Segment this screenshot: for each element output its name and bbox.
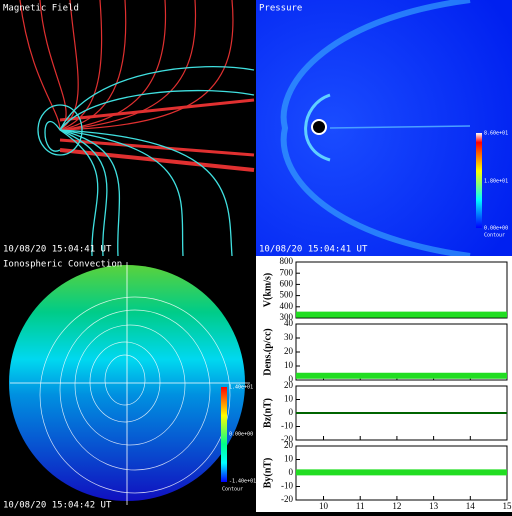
- y-tick-label: 10: [284, 454, 294, 464]
- y-axis-label: Dens.(p/cc): [262, 328, 273, 376]
- colorbar-label: -1.40e+01: [229, 479, 256, 485]
- ionosphere-panel: 1.40e+01 0.00e+00 -1.40e+01 Contour Iono…: [0, 256, 256, 512]
- panel-title: Pressure: [259, 4, 302, 14]
- y-tick-label: 400: [280, 301, 294, 311]
- pressure-panel: 8.60e+01 1.80e+01 0.00e+00 Contour Press…: [256, 0, 512, 256]
- magnetic-field-panel: Magnetic Field 10/08/20 15:04:41 UT: [0, 0, 254, 256]
- y-tick-label: 800: [280, 256, 294, 266]
- y-tick-label: 30: [284, 332, 294, 342]
- y-tick-label: 700: [280, 267, 294, 277]
- x-tick-label: 15: [503, 501, 512, 511]
- y-tick-label: 600: [280, 278, 294, 288]
- y-axis-label: Bz(nT): [262, 398, 273, 428]
- panel-title: Ionospheric Convection: [3, 260, 122, 270]
- earth: [312, 120, 326, 134]
- y-tick-label: -10: [281, 481, 293, 491]
- timestamp: 10/08/20 15:04:41 UT: [3, 245, 112, 255]
- y-tick-label: 20: [284, 440, 294, 450]
- plot-frame: [296, 262, 507, 318]
- colorbar-label: 1.80e+01: [484, 179, 508, 185]
- x-tick-label: 10: [319, 501, 329, 511]
- panel-bg: [256, 0, 512, 256]
- timestamp: 10/08/20 15:04:41 UT: [259, 245, 368, 255]
- y-tick-label: 40: [284, 318, 294, 328]
- y-tick-label: 20: [284, 380, 294, 390]
- y-tick-label: 500: [280, 290, 294, 300]
- panel-title: Magnetic Field: [3, 4, 79, 14]
- y-tick-label: 20: [284, 346, 294, 356]
- colorbar-label: Contour: [484, 233, 505, 239]
- colorbar-label: Contour: [222, 487, 243, 493]
- x-tick-label: 12: [392, 501, 401, 511]
- timestamp: 10/08/20 15:04:42 UT: [3, 501, 112, 511]
- colorbar: [221, 387, 227, 482]
- colorbar-label: 8.60e+01: [484, 131, 508, 137]
- colorbar-label: 1.40e+01: [229, 385, 253, 391]
- y-tick-label: 10: [284, 394, 294, 404]
- y-tick-label: -10: [281, 421, 293, 431]
- x-tick-label: 13: [429, 501, 439, 511]
- y-tick-label: 0: [289, 467, 294, 477]
- colorbar-label: 0.00e+00: [229, 432, 253, 438]
- colorbar-label: 0.00e+00: [484, 226, 508, 232]
- colorbar: [476, 133, 482, 228]
- plot-frame: [296, 324, 507, 380]
- y-tick-label: 10: [284, 360, 294, 370]
- y-tick-label: 0: [289, 407, 294, 417]
- y-axis-label: V(km/s): [262, 273, 273, 307]
- x-tick-label: 11: [356, 501, 365, 511]
- y-axis-label: By(nT): [262, 458, 273, 489]
- x-tick-label: 14: [466, 501, 476, 511]
- y-tick-label: -20: [281, 494, 293, 504]
